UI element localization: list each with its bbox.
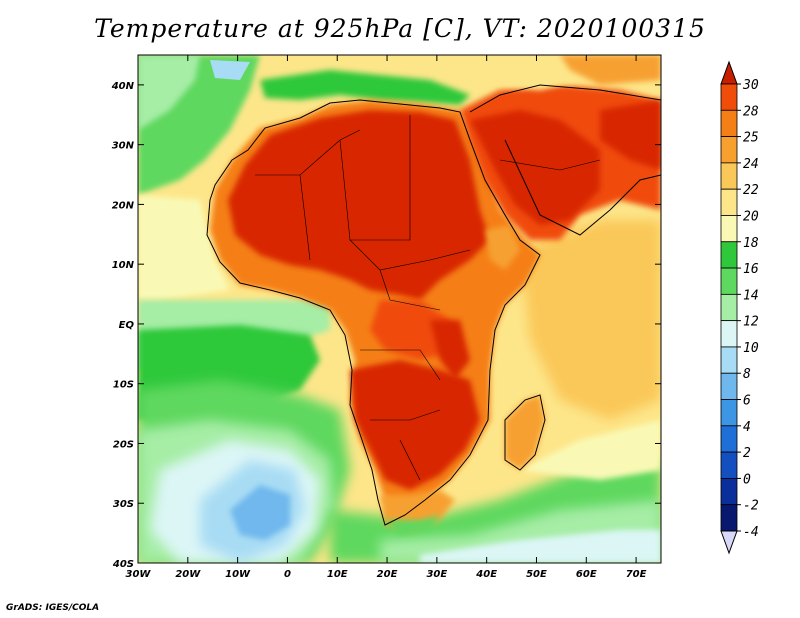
lon-tick-label: 10E (327, 569, 348, 580)
temperature-field (138, 55, 661, 563)
longitude-axis: 30W 20W 10W 0 10E 20E 30E 40E 50E 60E 70E (126, 55, 647, 580)
colorbar-box (720, 504, 738, 532)
lon-tick-label: 40E (475, 569, 497, 580)
colorbar-label: 12 (743, 315, 759, 330)
lon-tick-label: 70E (626, 569, 647, 580)
lon-tick-label: 50E (526, 569, 547, 580)
lat-tick-label: 40S (112, 559, 134, 570)
lat-tick-label: 30S (113, 499, 134, 510)
colorbar-label: -2 (743, 499, 759, 514)
lon-tick-label: 60E (576, 569, 597, 580)
lat-tick-label: 40N (111, 81, 135, 92)
colorbar-box (720, 241, 738, 269)
lat-tick-label: 10N (112, 260, 135, 271)
colorbar-box (720, 425, 738, 453)
lat-tick-label: 30N (112, 141, 135, 152)
lat-tick-label: EQ (119, 320, 135, 331)
colorbar-box (720, 346, 738, 374)
colorbar-label: 16 (743, 262, 759, 277)
colorbar-box (720, 215, 738, 243)
colorbar-box (720, 162, 738, 190)
colorbar-box (720, 188, 738, 216)
lon-tick-label: 10W (225, 569, 251, 580)
colorbar-box (720, 109, 738, 137)
lat-tick-label: 10S (113, 380, 134, 391)
colorbar-label: 24 (743, 157, 759, 172)
colorbar-label: 0 (743, 472, 751, 487)
lon-tick-label: 30W (126, 569, 152, 580)
lon-tick-label: 30E (426, 569, 447, 580)
colorbar-label: 4 (743, 420, 751, 435)
colorbar-box (720, 267, 738, 295)
grads-credit: GrADS: IGES/COLA (6, 603, 100, 613)
colorbar-box (720, 293, 738, 322)
lon-tick-label: 0 (284, 569, 291, 580)
colorbar-bottom-arrow (720, 530, 738, 555)
colorbar-label: 18 (743, 236, 759, 251)
colorbar-label: 8 (743, 367, 751, 382)
colorbar-box (720, 136, 738, 164)
colorbar-label: 14 (743, 288, 759, 303)
lat-tick-label: 20N (112, 200, 135, 211)
map-frame (137, 54, 662, 564)
colorbar-label: -4 (743, 525, 759, 540)
colorbar-label: 25 (743, 131, 759, 146)
lon-tick-label: 20E (377, 569, 398, 580)
colorbar-box (720, 451, 738, 479)
colorbar-box (720, 83, 738, 111)
colorbar-label: 22 (743, 183, 759, 198)
colorbar-label: 6 (743, 394, 751, 409)
lon-tick-label: 20W (175, 569, 201, 580)
colorbar-label: 30 (742, 78, 759, 93)
colorbar-label: 2 (743, 446, 751, 461)
colorbar-label: 20 (743, 209, 759, 224)
colorbar-box (720, 372, 738, 400)
colorbar-label: 28 (743, 104, 759, 119)
latitude-axis: 40N 30N 20N 10N EQ 10S 20S 30S 40S (111, 81, 661, 570)
lat-tick-label: 20S (113, 439, 134, 450)
colorbar-label: 10 (743, 341, 759, 356)
colorbar-box (720, 399, 738, 427)
colorbar-box (720, 478, 738, 506)
colorbar-top-arrow (720, 60, 738, 85)
colorbar-box (720, 320, 738, 348)
map-title: Temperature at 925hPa [C], VT: 202010031… (94, 14, 706, 43)
